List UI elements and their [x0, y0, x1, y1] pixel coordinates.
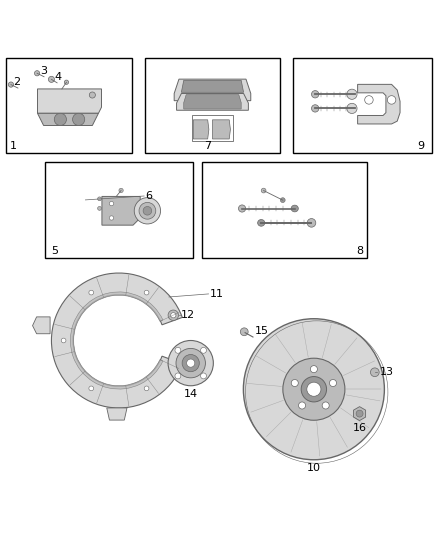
Text: 16: 16: [353, 423, 367, 433]
Polygon shape: [32, 317, 50, 334]
Circle shape: [35, 71, 40, 76]
Polygon shape: [102, 197, 140, 225]
Circle shape: [54, 114, 67, 125]
Circle shape: [144, 290, 149, 295]
Text: 11: 11: [209, 289, 223, 299]
Circle shape: [176, 349, 205, 378]
Circle shape: [171, 313, 176, 318]
Circle shape: [238, 205, 246, 212]
Polygon shape: [177, 93, 248, 110]
Circle shape: [110, 216, 113, 220]
Bar: [45, 162, 193, 258]
Polygon shape: [174, 79, 251, 101]
Circle shape: [89, 92, 95, 98]
Circle shape: [8, 82, 14, 87]
Circle shape: [301, 376, 327, 402]
Circle shape: [187, 359, 195, 367]
Circle shape: [311, 366, 318, 373]
Circle shape: [48, 76, 54, 83]
Text: 4: 4: [54, 72, 62, 82]
Polygon shape: [184, 95, 241, 109]
Bar: [6, 58, 132, 154]
Polygon shape: [107, 408, 127, 420]
Circle shape: [175, 373, 181, 379]
Circle shape: [283, 358, 345, 420]
Text: 12: 12: [181, 310, 195, 320]
Circle shape: [291, 379, 298, 386]
Bar: [293, 58, 432, 154]
Circle shape: [307, 382, 321, 396]
Circle shape: [139, 203, 156, 219]
Circle shape: [322, 402, 329, 409]
Bar: [201, 162, 367, 258]
Circle shape: [299, 402, 306, 409]
Circle shape: [280, 198, 285, 203]
Text: 6: 6: [145, 191, 152, 201]
Ellipse shape: [258, 220, 265, 226]
Polygon shape: [212, 120, 230, 139]
Circle shape: [311, 91, 319, 98]
Text: 1: 1: [10, 141, 17, 151]
Circle shape: [329, 379, 336, 386]
Circle shape: [89, 386, 94, 391]
Circle shape: [134, 198, 161, 224]
Circle shape: [244, 319, 385, 460]
Circle shape: [119, 188, 123, 192]
Polygon shape: [38, 89, 102, 114]
Circle shape: [311, 104, 319, 112]
Polygon shape: [193, 120, 209, 139]
Circle shape: [347, 89, 357, 99]
Polygon shape: [357, 84, 400, 124]
Text: 15: 15: [254, 326, 268, 336]
Polygon shape: [38, 114, 99, 125]
Circle shape: [168, 310, 179, 320]
Ellipse shape: [291, 205, 298, 212]
Circle shape: [175, 348, 181, 353]
Text: 10: 10: [307, 463, 321, 473]
Circle shape: [182, 354, 199, 372]
Text: 9: 9: [417, 141, 424, 151]
Text: 8: 8: [356, 246, 363, 256]
Circle shape: [201, 373, 206, 379]
Circle shape: [64, 80, 69, 84]
Wedge shape: [71, 292, 163, 389]
Circle shape: [73, 114, 85, 125]
Circle shape: [168, 341, 213, 386]
Circle shape: [98, 197, 102, 201]
Circle shape: [240, 328, 248, 336]
Circle shape: [356, 410, 363, 417]
Text: 7: 7: [204, 141, 211, 151]
Circle shape: [89, 290, 94, 295]
Circle shape: [143, 206, 152, 215]
Text: 14: 14: [184, 389, 198, 399]
Polygon shape: [181, 80, 244, 92]
Text: 13: 13: [380, 367, 394, 377]
Circle shape: [365, 96, 373, 104]
Circle shape: [347, 103, 357, 114]
Wedge shape: [51, 273, 182, 408]
Circle shape: [98, 206, 102, 211]
Circle shape: [307, 219, 316, 227]
Circle shape: [144, 386, 149, 391]
Text: 5: 5: [51, 246, 58, 256]
Circle shape: [387, 96, 396, 104]
Circle shape: [371, 368, 379, 377]
Bar: [145, 58, 280, 154]
Circle shape: [201, 348, 206, 353]
Text: 3: 3: [41, 66, 48, 76]
Text: 2: 2: [14, 77, 21, 87]
Circle shape: [61, 338, 66, 343]
Circle shape: [261, 188, 266, 193]
Circle shape: [110, 201, 113, 206]
Bar: [192, 115, 233, 141]
